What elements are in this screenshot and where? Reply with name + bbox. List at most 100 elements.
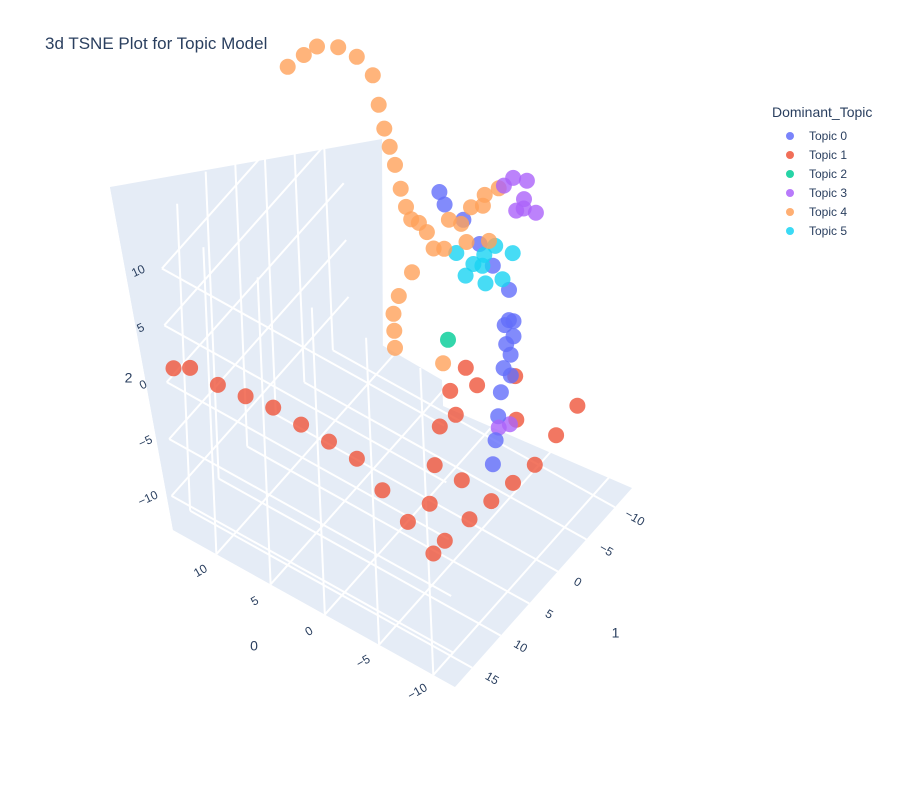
- point-topic-5[interactable]: [465, 256, 482, 272]
- point-topic-0[interactable]: [496, 317, 513, 334]
- point-topic-5[interactable]: [476, 246, 493, 263]
- point-topic-1[interactable]: [453, 472, 470, 489]
- legend-marker: [786, 226, 794, 235]
- point-topic-3[interactable]: [527, 204, 544, 221]
- point-topic-0[interactable]: [490, 408, 507, 425]
- z-gridline: [163, 125, 343, 326]
- point-topic-4[interactable]: [481, 232, 497, 249]
- point-topic-0[interactable]: [484, 456, 501, 473]
- point-topic-3[interactable]: [518, 172, 535, 189]
- legend-label: Topic 5: [809, 223, 848, 238]
- point-topic-0[interactable]: [502, 346, 519, 363]
- point-topic-1[interactable]: [505, 474, 521, 491]
- point-topic-3[interactable]: [490, 419, 507, 436]
- point-topic-4[interactable]: [309, 38, 325, 55]
- point-topic-1[interactable]: [457, 359, 474, 376]
- point-topic-4[interactable]: [440, 211, 457, 228]
- point-topic-4[interactable]: [387, 156, 403, 173]
- y-tick-label: 15: [483, 669, 502, 688]
- point-topic-5[interactable]: [504, 245, 521, 262]
- point-topic-0[interactable]: [436, 196, 453, 213]
- point-topic-4[interactable]: [463, 199, 479, 216]
- point-topic-1[interactable]: [421, 495, 438, 512]
- point-topic-4[interactable]: [370, 96, 387, 113]
- point-topic-4[interactable]: [404, 264, 420, 281]
- point-topic-4[interactable]: [476, 186, 493, 203]
- point-topic-4[interactable]: [435, 355, 452, 372]
- point-topic-0[interactable]: [502, 367, 519, 384]
- point-topic-1[interactable]: [321, 433, 337, 450]
- legend-item-topic-1[interactable]: Topic 1: [772, 145, 872, 164]
- z-gridline: [168, 239, 347, 440]
- point-topic-4[interactable]: [348, 48, 365, 65]
- z-gridline: [170, 296, 350, 497]
- point-topic-4[interactable]: [330, 39, 347, 56]
- point-topic-1[interactable]: [348, 450, 365, 467]
- point-topic-4[interactable]: [376, 120, 393, 137]
- point-topic-1[interactable]: [461, 511, 478, 528]
- point-topic-1[interactable]: [569, 397, 586, 414]
- point-topic-4[interactable]: [453, 215, 470, 232]
- point-topic-1[interactable]: [442, 382, 459, 399]
- point-topic-5[interactable]: [457, 267, 474, 284]
- point-topic-1[interactable]: [426, 457, 443, 474]
- point-topic-1[interactable]: [209, 376, 226, 393]
- point-topic-4[interactable]: [398, 198, 414, 215]
- y-gridline: [204, 171, 220, 479]
- legend-item-topic-5[interactable]: Topic 5: [772, 221, 872, 240]
- point-topic-1[interactable]: [436, 532, 453, 549]
- x-tick-label: 5: [248, 593, 261, 609]
- y-tick-label: 10: [511, 637, 530, 656]
- point-topic-1[interactable]: [548, 427, 565, 444]
- x-tick-label: 0: [302, 623, 315, 639]
- point-topic-1[interactable]: [526, 456, 543, 473]
- point-topic-2[interactable]: [440, 331, 456, 348]
- chart-title: 3d TSNE Plot for Topic Model: [45, 34, 268, 53]
- legend-item-topic-2[interactable]: Topic 2: [772, 164, 872, 183]
- point-topic-3[interactable]: [515, 200, 532, 217]
- point-topic-4[interactable]: [387, 339, 403, 356]
- point-topic-4[interactable]: [279, 58, 296, 75]
- point-topic-1[interactable]: [165, 360, 182, 377]
- point-topic-1[interactable]: [237, 388, 254, 405]
- point-topic-1[interactable]: [293, 416, 310, 433]
- point-topic-5[interactable]: [494, 271, 511, 288]
- point-topic-1[interactable]: [469, 377, 486, 394]
- legend-label: Topic 0: [809, 128, 848, 143]
- x-gridline: [310, 307, 326, 615]
- legend-item-topic-3[interactable]: Topic 3: [772, 183, 872, 202]
- x-tick-label: 10: [191, 561, 210, 580]
- point-topic-1[interactable]: [265, 399, 282, 416]
- legend-item-topic-0[interactable]: Topic 0: [772, 126, 872, 145]
- point-topic-1[interactable]: [431, 418, 448, 435]
- point-topic-5[interactable]: [448, 245, 465, 261]
- z-gridline: [171, 495, 455, 654]
- point-topic-4[interactable]: [436, 240, 453, 257]
- point-topic-1[interactable]: [374, 482, 391, 499]
- point-topic-1[interactable]: [182, 359, 199, 376]
- point-topic-0[interactable]: [431, 184, 448, 200]
- point-topic-1[interactable]: [483, 493, 500, 510]
- point-topic-4[interactable]: [381, 138, 398, 155]
- point-topic-4[interactable]: [385, 305, 402, 322]
- point-topic-4[interactable]: [390, 288, 407, 304]
- y-tick-label: −10: [623, 507, 648, 529]
- point-topic-4[interactable]: [458, 234, 475, 250]
- point-topic-0[interactable]: [492, 384, 509, 401]
- point-topic-4[interactable]: [418, 224, 435, 241]
- point-topic-3[interactable]: [495, 177, 512, 194]
- z-gridline: [166, 381, 450, 541]
- point-topic-0[interactable]: [505, 328, 522, 345]
- point-topic-1[interactable]: [399, 513, 416, 530]
- point-topic-5[interactable]: [477, 275, 494, 292]
- x-gridline: [256, 277, 272, 585]
- point-topic-4[interactable]: [392, 180, 409, 197]
- point-topic-4[interactable]: [364, 67, 381, 84]
- point-topic-1[interactable]: [447, 406, 464, 423]
- point-topic-0[interactable]: [487, 432, 504, 449]
- point-topic-4[interactable]: [386, 322, 403, 339]
- point-topic-1[interactable]: [425, 545, 442, 562]
- legend-item-topic-4[interactable]: Topic 4: [772, 202, 872, 221]
- point-topic-4[interactable]: [295, 47, 312, 63]
